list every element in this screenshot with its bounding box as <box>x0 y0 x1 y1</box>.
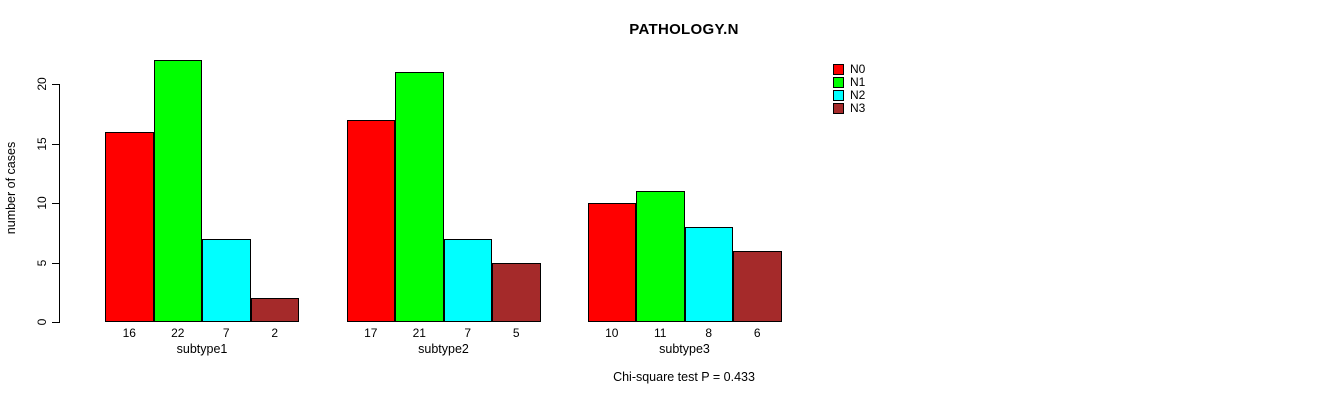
bar-subtype1-N1 <box>153 60 202 322</box>
bar-value-label-subtype3-N0: 10 <box>605 326 619 340</box>
y-tick <box>52 203 59 204</box>
bar-subtype3-N1 <box>636 191 685 322</box>
bar-subtype3-N0 <box>587 203 636 322</box>
bar-value-label-subtype1-N3: 2 <box>271 326 279 340</box>
y-tick-label: 10 <box>35 196 49 210</box>
y-tick <box>52 322 59 323</box>
bar-subtype3-N2 <box>684 226 733 322</box>
y-axis-line <box>59 84 60 323</box>
y-tick-label: 5 <box>35 259 49 266</box>
legend-item-N0: N0 <box>833 63 865 76</box>
y-tick <box>52 262 59 264</box>
bar-value-label-subtype2-N3: 5 <box>512 326 520 340</box>
bar-value-label-subtype1-N0: 16 <box>122 326 136 340</box>
legend-label-N2: N2 <box>850 88 866 102</box>
legend-label-N0: N0 <box>850 62 866 76</box>
bar-value-label-subtype2-N2: 7 <box>464 326 472 340</box>
bar-value-label-subtype1-N2: 7 <box>222 326 230 340</box>
legend-swatch-N0 <box>833 64 844 75</box>
category-label-subtype1: subtype1 <box>176 342 228 356</box>
y-tick <box>52 143 59 145</box>
bar-subtype1-N0 <box>105 131 154 322</box>
legend-item-N1: N1 <box>833 76 865 89</box>
y-tick-label: 15 <box>35 136 49 151</box>
bar-value-label-subtype3-N3: 6 <box>753 326 761 340</box>
chart-title: PATHOLOGY.N <box>629 21 739 38</box>
legend-swatch-N2 <box>833 90 844 101</box>
bar-value-label-subtype2-N1: 21 <box>412 326 426 340</box>
chi-square-annotation: Chi-square test P = 0.433 <box>613 370 755 384</box>
bar-subtype2-N3 <box>492 262 541 322</box>
legend-item-N3: N3 <box>833 102 865 115</box>
bar-value-label-subtype1-N1: 22 <box>171 326 185 340</box>
bar-subtype2-N0 <box>346 119 395 322</box>
y-tick-label: 20 <box>35 77 49 91</box>
bar-subtype2-N1 <box>395 72 444 322</box>
bar-subtype1-N3 <box>250 298 299 322</box>
legend-item-N2: N2 <box>833 89 865 102</box>
category-label-subtype3: subtype3 <box>659 342 710 356</box>
legend-swatch-N3 <box>833 103 844 114</box>
bar-value-label-subtype2-N0: 17 <box>364 326 378 340</box>
bar-subtype3-N3 <box>733 250 782 322</box>
bar-value-label-subtype3-N2: 8 <box>705 326 713 340</box>
y-tick-label: 0 <box>35 318 49 326</box>
bar-subtype1-N2 <box>202 238 251 322</box>
legend-label-N1: N1 <box>850 75 866 89</box>
legend-swatch-N1 <box>833 77 844 88</box>
y-axis-title: number of cases <box>4 141 18 235</box>
legend-label-N3: N3 <box>850 101 866 115</box>
bar-subtype2-N2 <box>443 238 492 322</box>
legend: N0 N1 N2 N3 <box>833 63 865 115</box>
category-label-subtype2: subtype2 <box>418 342 469 356</box>
bar-value-label-subtype3-N1: 11 <box>654 326 667 340</box>
y-tick <box>52 84 59 85</box>
